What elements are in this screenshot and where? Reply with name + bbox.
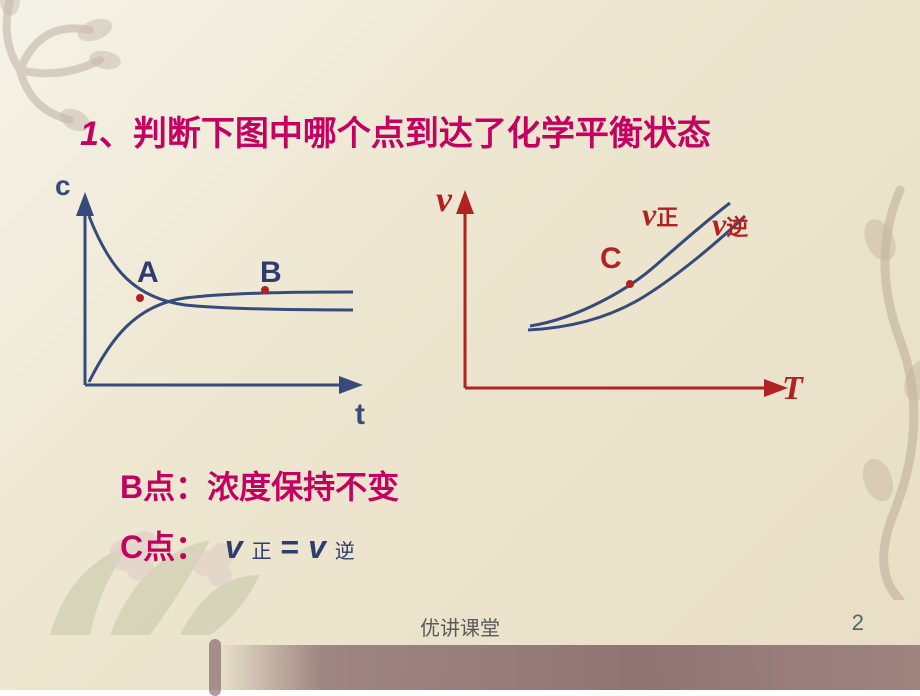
question-title: 1、判断下图中哪个点到达了化学平衡状态 (80, 106, 711, 155)
right-x-axis-label: T (782, 370, 803, 408)
question-sep: 、 (99, 115, 133, 153)
answer-c-lhs-sub: 正 (252, 541, 272, 563)
left-y-axis-label: c (55, 170, 71, 202)
point-c-label: C (600, 242, 622, 276)
answer-b-text: 浓度保持不变 (207, 469, 399, 505)
decor-bottom-band (215, 645, 920, 690)
product-curve (89, 292, 353, 382)
chart-rate-temperature: v T C v正 v逆 (430, 178, 830, 408)
point-c-dot (626, 280, 634, 288)
answer-line-b: B点：浓度保持不变 (120, 462, 399, 508)
answer-c-sep: 点： (143, 529, 207, 565)
answer-c-rhs-v: v (308, 529, 326, 565)
question-text: 判断下图中哪个点到达了化学平衡状态 (133, 115, 711, 153)
footer-text: 优讲课堂 (0, 612, 920, 641)
forward-rate-curve (530, 203, 730, 326)
answer-c-label: C (120, 529, 143, 565)
chart-concentration-time: c t A B (55, 170, 395, 430)
answer-c-lhs-v: v (225, 529, 243, 565)
answer-line-c: C点： v 正 = v 逆 (120, 522, 355, 568)
point-b-label: B (260, 256, 282, 290)
v-forward-label: v正 (642, 196, 678, 233)
answer-c-rhs-sub: 逆 (335, 541, 355, 563)
decor-floral-right (830, 180, 920, 600)
chart-left-svg (55, 170, 395, 430)
left-x-axis-label: t (355, 398, 365, 432)
answer-c-eq: = (280, 529, 308, 565)
v-reverse-label: v逆 (712, 206, 748, 243)
page-number: 2 (852, 610, 864, 636)
answer-b-label: B (120, 469, 143, 505)
chart-right-svg (430, 178, 830, 408)
right-y-axis-label: v (436, 178, 452, 220)
question-number: 1 (80, 115, 99, 153)
point-a-label: A (137, 256, 159, 290)
answer-b-sep: 点： (143, 469, 207, 505)
point-a-dot (136, 294, 144, 302)
